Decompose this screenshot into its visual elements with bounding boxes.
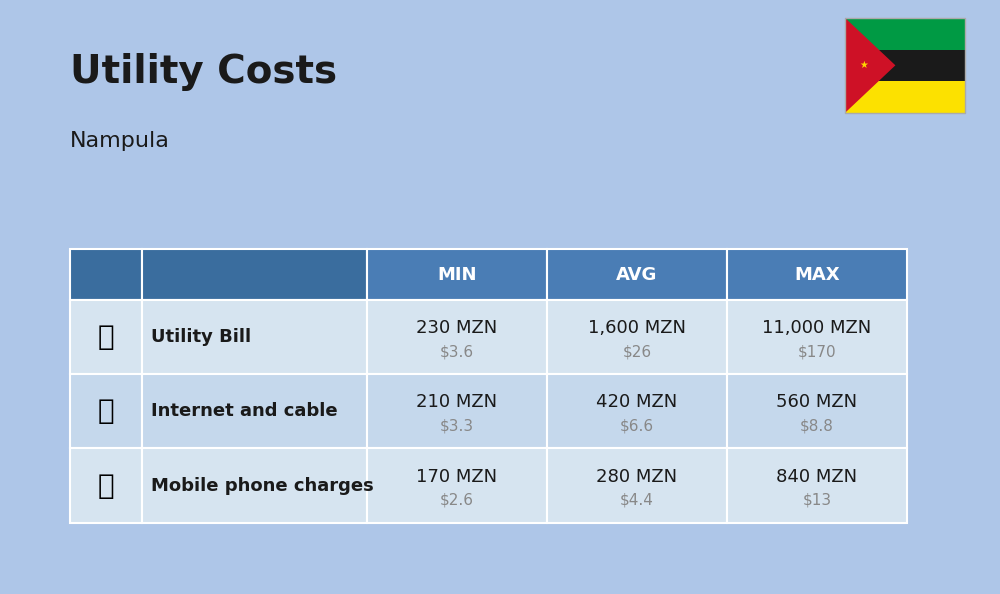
FancyBboxPatch shape [367, 300, 547, 374]
Text: 210 MZN: 210 MZN [416, 393, 498, 412]
Text: 📱: 📱 [98, 472, 114, 500]
Text: 280 MZN: 280 MZN [596, 467, 678, 486]
FancyBboxPatch shape [727, 448, 907, 523]
Text: 840 MZN: 840 MZN [776, 467, 858, 486]
Text: 170 MZN: 170 MZN [416, 467, 498, 486]
Text: Internet and cable: Internet and cable [151, 402, 338, 421]
FancyBboxPatch shape [142, 300, 367, 374]
FancyBboxPatch shape [547, 374, 727, 448]
Text: 560 MZN: 560 MZN [776, 393, 858, 412]
FancyBboxPatch shape [727, 300, 907, 374]
Text: Mobile phone charges: Mobile phone charges [151, 476, 374, 495]
FancyBboxPatch shape [367, 448, 547, 523]
FancyBboxPatch shape [142, 374, 367, 448]
FancyBboxPatch shape [70, 448, 142, 523]
Text: MIN: MIN [437, 266, 477, 284]
Text: 📡: 📡 [98, 397, 114, 425]
Text: ★: ★ [860, 61, 869, 70]
Text: $8.8: $8.8 [800, 419, 834, 434]
FancyBboxPatch shape [70, 300, 142, 374]
Polygon shape [845, 18, 895, 113]
Text: $3.3: $3.3 [440, 419, 474, 434]
Text: $6.6: $6.6 [620, 419, 654, 434]
FancyBboxPatch shape [142, 249, 367, 300]
Text: MAX: MAX [794, 266, 840, 284]
FancyBboxPatch shape [727, 374, 907, 448]
Text: $4.4: $4.4 [620, 493, 654, 508]
FancyBboxPatch shape [70, 374, 142, 448]
Text: Utility Costs: Utility Costs [70, 53, 337, 91]
FancyBboxPatch shape [142, 448, 367, 523]
Text: 420 MZN: 420 MZN [596, 393, 678, 412]
FancyBboxPatch shape [547, 249, 727, 300]
Text: $2.6: $2.6 [440, 493, 474, 508]
Text: 🔌: 🔌 [98, 323, 114, 351]
Text: $170: $170 [798, 345, 836, 359]
Text: 11,000 MZN: 11,000 MZN [762, 319, 872, 337]
Text: $13: $13 [802, 493, 832, 508]
Text: $3.6: $3.6 [440, 345, 474, 359]
FancyBboxPatch shape [845, 18, 965, 49]
Text: $26: $26 [622, 345, 652, 359]
FancyBboxPatch shape [727, 249, 907, 300]
Text: 1,600 MZN: 1,600 MZN [588, 319, 686, 337]
FancyBboxPatch shape [845, 81, 965, 113]
Text: AVG: AVG [616, 266, 658, 284]
FancyBboxPatch shape [367, 249, 547, 300]
FancyBboxPatch shape [547, 448, 727, 523]
FancyBboxPatch shape [547, 300, 727, 374]
FancyBboxPatch shape [845, 49, 965, 81]
FancyBboxPatch shape [367, 374, 547, 448]
FancyBboxPatch shape [70, 249, 142, 300]
Text: Utility Bill: Utility Bill [151, 328, 251, 346]
Text: 230 MZN: 230 MZN [416, 319, 498, 337]
Text: Nampula: Nampula [70, 131, 170, 151]
